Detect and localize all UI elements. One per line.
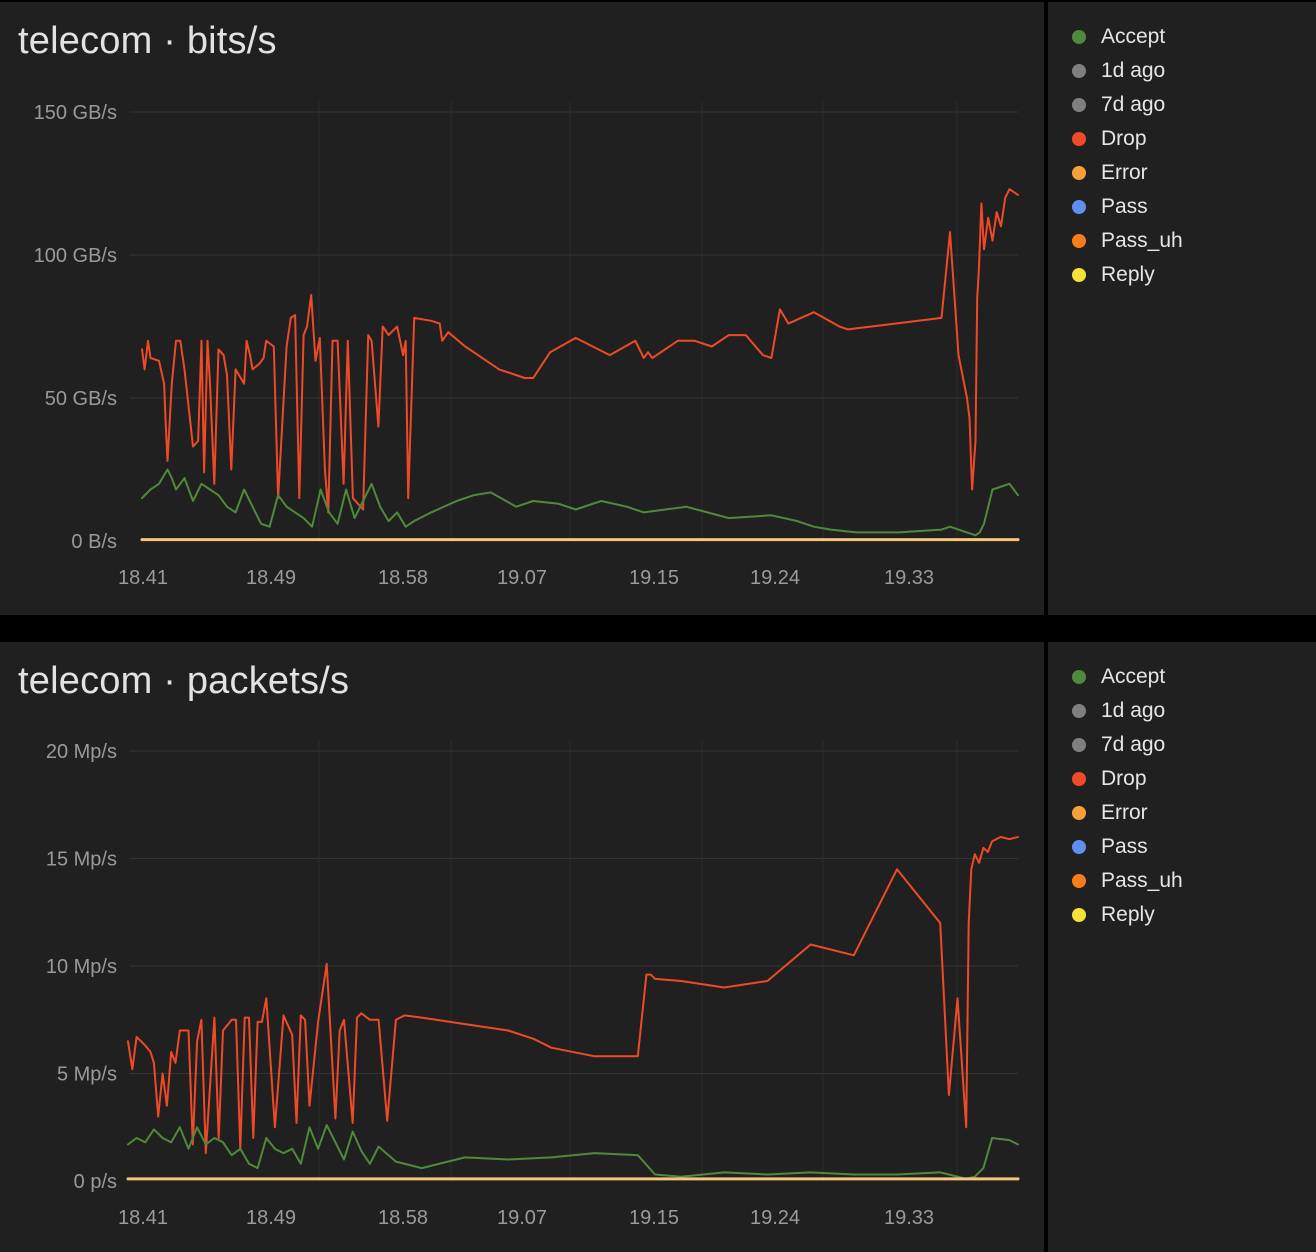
- legend-item-error[interactable]: Error: [1072, 156, 1183, 190]
- legend-item-drop[interactable]: Drop: [1072, 762, 1183, 796]
- packets-y-tick-label: 20 Mp/s: [46, 741, 117, 763]
- legend-label: 1d ago: [1101, 59, 1166, 82]
- packets-x-tick-label: 19.07: [497, 1207, 547, 1229]
- legend-label: Accept: [1101, 665, 1166, 688]
- packets-legend: Accept 1d ago 7d ago Drop Error Pass Pass_uh Re…: [1072, 660, 1183, 932]
- legend-dot-icon: [1072, 200, 1086, 214]
- bits-x-tick-label: 19.07: [497, 567, 547, 589]
- bits-panel: telecom · bits/s 0 B/s 50 GB/s 100 GB/s 150…: [0, 0, 1316, 617]
- legend-item-7d-ago[interactable]: 7d ago: [1072, 728, 1183, 762]
- bits-y-tick-label: 0 B/s: [71, 531, 117, 553]
- bits-x-tick-label: 18.41: [118, 567, 168, 589]
- legend-label: Pass_uh: [1101, 869, 1183, 892]
- bits-chart-title: telecom · bits/s: [18, 20, 277, 62]
- legend-item-7d-ago[interactable]: 7d ago: [1072, 88, 1183, 122]
- legend-label: 7d ago: [1101, 93, 1166, 116]
- legend-dot-icon: [1072, 268, 1086, 282]
- legend-label: Drop: [1101, 767, 1147, 790]
- legend-dot-icon: [1072, 166, 1086, 180]
- legend-item-pass[interactable]: Pass: [1072, 190, 1183, 224]
- legend-label: Error: [1101, 801, 1148, 824]
- bits-x-tick-label: 19.24: [750, 567, 800, 589]
- bits-series-accept[interactable]: [141, 468, 1019, 537]
- bits-plot-area: telecom · bits/s 0 B/s 50 GB/s 100 GB/s 150…: [0, 2, 1044, 615]
- legend-item-drop[interactable]: Drop: [1072, 122, 1183, 156]
- bits-y-tick-label: 50 GB/s: [45, 388, 117, 410]
- packets-x-tick-label: 18.41: [118, 1207, 168, 1229]
- legend-label: 7d ago: [1101, 733, 1166, 756]
- legend-dot-icon: [1072, 64, 1086, 78]
- legend-dot-icon: [1072, 234, 1086, 248]
- packets-y-tick-label: 5 Mp/s: [57, 1064, 117, 1086]
- legend-label: Pass: [1101, 195, 1148, 218]
- packets-x-tick-label: 18.49: [246, 1207, 296, 1229]
- bits-x-tick-label: 19.33: [884, 567, 934, 589]
- packets-x-tick-label: 18.58: [378, 1207, 428, 1229]
- bits-y-tick-label: 150 GB/s: [34, 102, 117, 124]
- legend-label: Reply: [1101, 903, 1155, 926]
- packets-panel: telecom · packets/s 0 p/s 5 Mp/s 10 Mp/s 15…: [0, 640, 1316, 1252]
- legend-item-reply[interactable]: Reply: [1072, 898, 1183, 932]
- legend-item-pass[interactable]: Pass: [1072, 830, 1183, 864]
- legend-label: 1d ago: [1101, 699, 1166, 722]
- legend-label: Error: [1101, 161, 1148, 184]
- legend-dot-icon: [1072, 704, 1086, 718]
- bits-legend-panel: Accept 1d ago 7d ago Drop Error Pass Pass_uh Re…: [1048, 2, 1316, 615]
- bits-x-tick-label: 18.49: [246, 567, 296, 589]
- packets-chart-title: telecom · packets/s: [18, 660, 350, 702]
- legend-item-pass-uh[interactable]: Pass_uh: [1072, 864, 1183, 898]
- packets-x-tick-label: 19.24: [750, 1207, 800, 1229]
- bits-x-tick-label: 19.15: [629, 567, 679, 589]
- packets-y-tick-label: 10 Mp/s: [46, 956, 117, 978]
- legend-item-accept[interactable]: Accept: [1072, 660, 1183, 694]
- legend-dot-icon: [1072, 132, 1086, 146]
- legend-dot-icon: [1072, 806, 1086, 820]
- legend-item-error[interactable]: Error: [1072, 796, 1183, 830]
- legend-item-pass-uh[interactable]: Pass_uh: [1072, 224, 1183, 258]
- packets-chart[interactable]: 0 p/s 5 Mp/s 10 Mp/s 15 Mp/s 20 Mp/s 18.41 18.…: [0, 642, 1044, 1252]
- legend-label: Pass_uh: [1101, 229, 1183, 252]
- bits-chart[interactable]: 0 B/s 50 GB/s 100 GB/s 150 GB/s 18.41 18.49 18…: [0, 2, 1044, 615]
- bits-legend: Accept 1d ago 7d ago Drop Error Pass Pass_uh Re…: [1072, 20, 1183, 292]
- bits-x-tick-label: 18.58: [378, 567, 428, 589]
- legend-item-accept[interactable]: Accept: [1072, 20, 1183, 54]
- legend-dot-icon: [1072, 908, 1086, 922]
- packets-x-tick-label: 19.33: [884, 1207, 934, 1229]
- legend-item-reply[interactable]: Reply: [1072, 258, 1183, 292]
- packets-y-tick-label: 0 p/s: [74, 1171, 117, 1193]
- legend-label: Accept: [1101, 25, 1166, 48]
- legend-dot-icon: [1072, 772, 1086, 786]
- legend-item-1d-ago[interactable]: 1d ago: [1072, 694, 1183, 728]
- legend-label: Pass: [1101, 835, 1148, 858]
- legend-dot-icon: [1072, 874, 1086, 888]
- packets-series-accept[interactable]: [127, 1124, 1019, 1180]
- legend-dot-icon: [1072, 738, 1086, 752]
- legend-dot-icon: [1072, 840, 1086, 854]
- packets-legend-panel: Accept 1d ago 7d ago Drop Error Pass Pass_uh Re…: [1048, 642, 1316, 1252]
- legend-label: Reply: [1101, 263, 1155, 286]
- legend-dot-icon: [1072, 30, 1086, 44]
- legend-item-1d-ago[interactable]: 1d ago: [1072, 54, 1183, 88]
- bits-y-tick-label: 100 GB/s: [34, 245, 117, 267]
- bits-series-drop[interactable]: [141, 188, 1019, 514]
- packets-series-drop[interactable]: [127, 836, 1019, 1155]
- legend-dot-icon: [1072, 98, 1086, 112]
- packets-plot-area: telecom · packets/s 0 p/s 5 Mp/s 10 Mp/s 15…: [0, 642, 1044, 1252]
- legend-dot-icon: [1072, 670, 1086, 684]
- packets-y-tick-label: 15 Mp/s: [46, 849, 117, 871]
- packets-x-tick-label: 19.15: [629, 1207, 679, 1229]
- legend-label: Drop: [1101, 127, 1147, 150]
